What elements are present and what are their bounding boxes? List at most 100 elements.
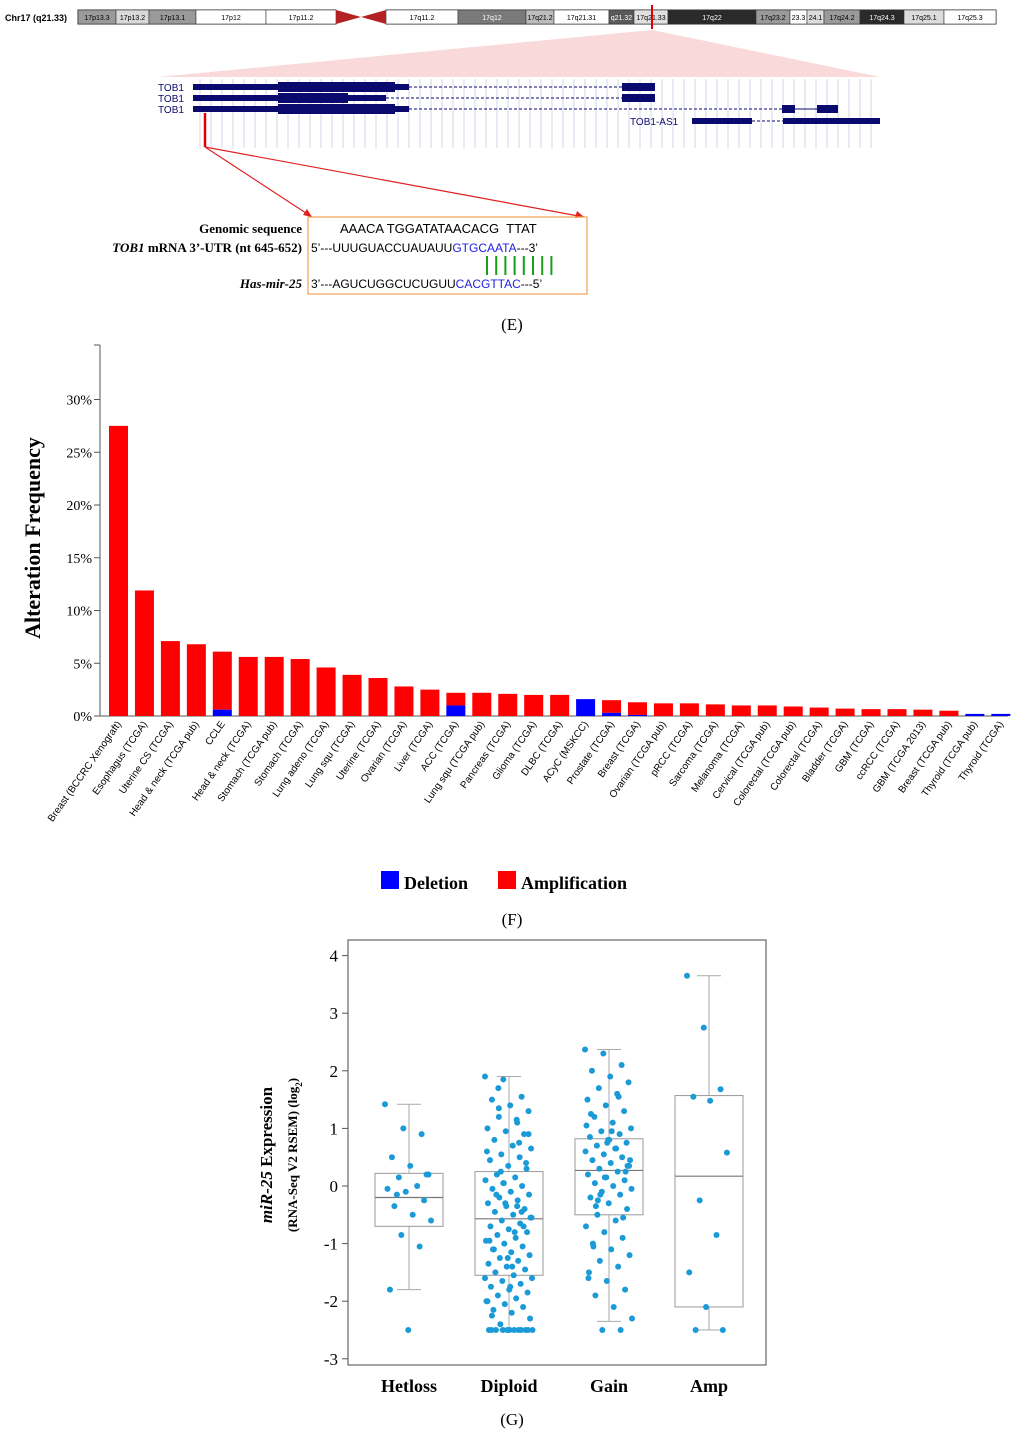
bar-amplification [160, 641, 180, 716]
coding-exon [278, 82, 395, 92]
data-point [525, 1108, 532, 1115]
data-point [616, 1131, 623, 1138]
data-point [613, 1145, 620, 1152]
data-point [584, 1096, 591, 1103]
data-point [488, 1327, 495, 1333]
mrna-suffix: ---3’ [517, 241, 538, 255]
data-point [596, 1257, 603, 1264]
box-y-axis-title: miR-25 Expression [257, 1086, 276, 1223]
band-label: 17p13.3 [84, 15, 109, 22]
data-point [625, 1079, 632, 1086]
zoom-arrow-right [204, 146, 585, 218]
panel-label-e: (E) [501, 315, 523, 334]
band-label: 24.1 [809, 15, 823, 22]
data-point [497, 1321, 504, 1328]
alteration-bar-chart: 0% 5% 10% 15% 20% 25% 30% Alteration Frequency… [20, 344, 1011, 893]
base-pair-lines [486, 256, 553, 275]
box-y-tick-label: 0 [330, 1177, 339, 1196]
data-point [584, 1171, 591, 1178]
data-point [599, 1327, 606, 1333]
data-point [587, 1194, 594, 1201]
data-point [485, 1260, 492, 1267]
genomic-label: Genomic sequence [199, 221, 302, 236]
chromosome-label: Chr17 (q21.33) [5, 13, 67, 23]
data-point [384, 1185, 391, 1192]
mrna-label: TOB1 mRNA 3’-UTR (nt 645-652) [112, 240, 302, 255]
data-point [490, 1306, 497, 1313]
box-x-label: Hetloss [381, 1376, 437, 1396]
bar-x-labels: Breast (BCCRC Xenograft)Esophagus (TCGA)… [46, 719, 1006, 824]
box-x-label: Diploid [480, 1376, 537, 1396]
bar-amplification [290, 659, 310, 716]
data-point [608, 1128, 615, 1135]
data-point [586, 1134, 593, 1141]
data-point [405, 1327, 412, 1333]
data-point [495, 1085, 502, 1092]
band-label: 17q23.2 [760, 15, 785, 22]
data-point [482, 1275, 488, 1282]
data-point [617, 1191, 624, 1198]
data-point [496, 1255, 503, 1261]
data-point [686, 1269, 693, 1276]
data-point [628, 1185, 635, 1192]
bar-deletion [576, 699, 596, 716]
data-point [506, 1327, 513, 1333]
transcript-label-3: TOB1 [158, 105, 184, 116]
data-point [486, 1237, 493, 1244]
bar-amplification [550, 694, 570, 716]
data-point [610, 1183, 617, 1189]
data-point [398, 1231, 405, 1238]
data-point [529, 1275, 536, 1282]
bar-amplification [835, 708, 855, 716]
data-point [505, 1226, 512, 1233]
data-point [615, 1263, 622, 1270]
data-point [602, 1102, 609, 1109]
terminal-exon [622, 94, 655, 102]
mrna-sequence: 5’---UUUGUACCUAUAUUGTGCAATA---3’ [311, 241, 538, 255]
data-point [492, 1269, 499, 1276]
data-point [529, 1327, 536, 1333]
bar-amplification [602, 700, 622, 713]
box-y-title-rest: Expression [257, 1086, 276, 1171]
coding-exon [278, 93, 348, 103]
bar-amplification [653, 703, 673, 716]
data-point [588, 1067, 595, 1074]
data-point [418, 1131, 425, 1138]
band-label: 17q25.3 [957, 15, 982, 22]
data-point [605, 1200, 612, 1207]
bar-deletion [212, 709, 232, 716]
data-point [498, 1217, 505, 1224]
data-point [594, 1211, 601, 1218]
data-point [590, 1243, 597, 1250]
box-x-labels: Hetloss Diploid Gain Amp [381, 1376, 728, 1396]
utr-exon [193, 106, 278, 112]
data-point [518, 1327, 525, 1333]
band-label: 17q12 [482, 15, 502, 22]
data-point [684, 972, 690, 979]
bar-y-axis-title: Alteration Frequency [20, 437, 45, 639]
data-point [498, 1151, 505, 1158]
data-point [600, 1151, 607, 1158]
arrowhead-left [303, 209, 312, 217]
box-plot-frame [347, 939, 767, 1366]
data-point [416, 1243, 423, 1250]
bar-amplification [524, 694, 544, 716]
data-point [614, 1168, 621, 1175]
terminal-exon [622, 83, 655, 91]
bar-amplification [809, 707, 829, 716]
legend-label-amplification: Amplification [521, 873, 627, 893]
data-point [507, 1102, 514, 1109]
mirna-prefix: 3’---AGUCUGGCUCUGUU [311, 277, 456, 291]
box-y-tick-label: -3 [324, 1350, 338, 1369]
data-point [525, 1327, 532, 1333]
data-point [717, 1086, 724, 1093]
data-point [594, 1197, 601, 1204]
data-point [514, 1203, 521, 1210]
data-point [601, 1229, 608, 1236]
bar-amplification [186, 644, 206, 716]
bar-amplification [316, 667, 336, 716]
data-point [524, 1289, 531, 1296]
data-point [421, 1197, 428, 1204]
data-point [497, 1168, 504, 1175]
